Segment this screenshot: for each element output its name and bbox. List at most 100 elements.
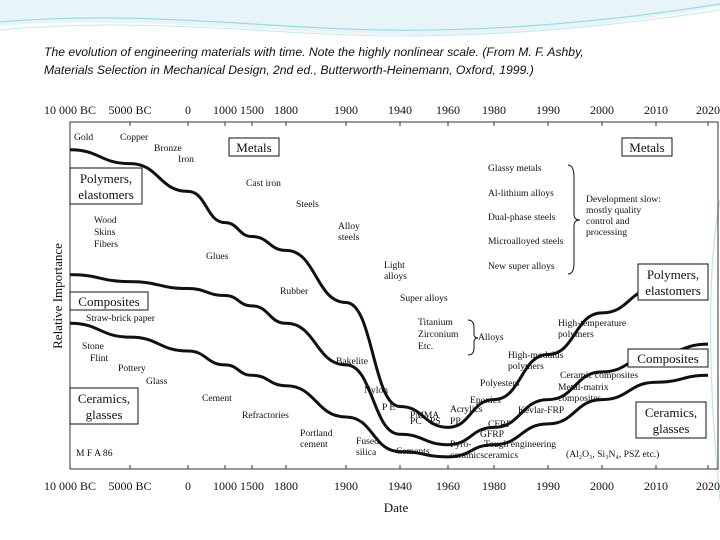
top-tick-label: 1990 bbox=[536, 103, 560, 117]
top-tick-label: 1960 bbox=[436, 103, 460, 117]
bottom-tick-labels: 10 000 BC 5000 BC 0 1000 1500 1800 1900 1940 196… bbox=[44, 465, 720, 493]
annotation-label: Light alloys bbox=[384, 260, 407, 282]
annotation-label: Gold bbox=[74, 132, 93, 143]
top-tick-label: 1900 bbox=[334, 103, 358, 117]
region-box-ceramics-left: Ceramics, glasses bbox=[69, 387, 139, 425]
top-tick-label: 2000 bbox=[590, 103, 614, 117]
annotation-label: Tough engineering ceramics bbox=[484, 439, 556, 461]
curve-polymers bbox=[69, 273, 709, 447]
annotation-label: Bakelite bbox=[336, 356, 368, 367]
bottom-tick-label: 1900 bbox=[334, 479, 358, 493]
region-box-polymers-left: Polymers, elastomers bbox=[69, 167, 143, 205]
bottom-tick-label: 2010 bbox=[644, 479, 668, 493]
annotation-label: Microalloyed steels bbox=[488, 236, 564, 247]
annotation-label: Cast iron bbox=[246, 178, 281, 189]
bottom-tick-label: 5000 BC bbox=[108, 479, 151, 493]
annotation-label: Pottery bbox=[118, 363, 146, 374]
annotation-label: Iron bbox=[178, 154, 194, 165]
bottom-tick-label: 2000 bbox=[590, 479, 614, 493]
top-tick-label: 5000 BC bbox=[108, 103, 151, 117]
annotation-label: Kevlar-FRP bbox=[518, 405, 564, 416]
svg-text:Composites: Composites bbox=[78, 294, 139, 309]
annotation-label: Pyro-ceramics bbox=[450, 439, 484, 461]
annotation-label: High-modulus polymers bbox=[508, 350, 564, 372]
annotation-label: Titanium bbox=[418, 317, 453, 328]
annotation-label: Copper bbox=[120, 132, 149, 143]
svg-text:Polymers,: Polymers, bbox=[647, 267, 699, 282]
annotation-label: Cement bbox=[202, 393, 232, 404]
top-tick-label: 1500 bbox=[240, 103, 264, 117]
region-box-metals-right: Metals bbox=[621, 137, 673, 157]
annotation-label: Al-lithium alloys bbox=[488, 188, 554, 199]
bottom-tick-label: 2020 bbox=[696, 479, 720, 493]
y-axis-label: Relative Importance bbox=[50, 243, 65, 349]
top-tick-label: 1000 bbox=[213, 103, 237, 117]
bottom-tick-label: 1960 bbox=[436, 479, 460, 493]
annotation-label: Nylon bbox=[364, 385, 388, 396]
top-tick-label: 2020 bbox=[696, 103, 720, 117]
decorative-edge bbox=[709, 200, 720, 500]
annotation-label: Super alloys bbox=[400, 293, 448, 304]
top-tick-label: 1800 bbox=[274, 103, 298, 117]
annotation-label: Cements bbox=[396, 446, 430, 457]
curve-composites bbox=[69, 321, 709, 459]
top-tick-label: 2010 bbox=[644, 103, 668, 117]
annotation-label: High-temperature polymers bbox=[558, 318, 626, 340]
annotation-label: Flint bbox=[90, 353, 108, 364]
annotation-label: New super alloys bbox=[488, 261, 555, 272]
annotation-label: Metal-matrix composites bbox=[558, 382, 609, 404]
bottom-tick-label: 1990 bbox=[536, 479, 560, 493]
curves bbox=[69, 148, 709, 459]
annotation-label: Bronze bbox=[154, 143, 182, 154]
annotation-label: Acrylics bbox=[450, 404, 483, 415]
svg-text:glasses: glasses bbox=[86, 407, 123, 422]
region-box-polymers-right: Polymers, elastomers bbox=[637, 263, 709, 301]
bottom-tick-label: 1500 bbox=[240, 479, 264, 493]
annotation-label: Refractories bbox=[242, 410, 289, 421]
annotation-label: Skins bbox=[94, 227, 116, 238]
bottom-tick-label: 1980 bbox=[482, 479, 506, 493]
annotation-label: Development slow: mostly quality control a… bbox=[586, 194, 661, 238]
annotation-label: (Al₂O₃, Si₃N₄, PSZ etc.) bbox=[566, 449, 659, 460]
annotation-label: Wood bbox=[94, 215, 117, 226]
annotation-label: P E bbox=[382, 402, 395, 413]
svg-text:elastomers: elastomers bbox=[645, 283, 701, 298]
annotation-label: GFRP bbox=[480, 429, 504, 440]
top-tick-label: 1940 bbox=[388, 103, 412, 117]
caption-line-2: Materials Selection in Mechanical Design… bbox=[44, 63, 534, 77]
annotation-label: Straw-brick paper bbox=[86, 313, 156, 324]
region-box-composites-right: Composites bbox=[627, 348, 709, 368]
annotation-label: CFRP bbox=[488, 419, 511, 430]
curve-metals bbox=[69, 148, 709, 429]
region-box-metals-left: Metals bbox=[228, 137, 280, 157]
annotation-label: Steels bbox=[296, 199, 319, 210]
bottom-tick-label: 1000 bbox=[213, 479, 237, 493]
region-box-ceramics-right: Ceramics, glasses bbox=[635, 401, 707, 439]
bottom-tick-label: 1940 bbox=[388, 479, 412, 493]
svg-text:Composites: Composites bbox=[637, 351, 698, 366]
plot-frame bbox=[69, 121, 719, 470]
top-tick-label: 0 bbox=[185, 103, 191, 117]
polymers-left-line2: elastomers bbox=[78, 187, 134, 202]
svg-text:Metals: Metals bbox=[236, 140, 271, 155]
materials-evolution-chart: 10 000 BC 5000 BC 0 1000 1500 1800 1900 1940 196… bbox=[44, 103, 720, 515]
polymers-left-line1: Polymers, bbox=[80, 171, 132, 186]
annotation-label: Glassy metals bbox=[488, 163, 542, 174]
annotation-label: Zirconium bbox=[418, 329, 459, 340]
svg-text:Ceramics,: Ceramics, bbox=[78, 391, 130, 406]
development-bracket bbox=[567, 164, 581, 275]
annotation-label: PC bbox=[410, 416, 422, 427]
caption-line-1: The evolution of engineering materials w… bbox=[44, 45, 584, 59]
annotation-label: Etc. bbox=[418, 341, 433, 352]
top-tick-label: 10 000 BC bbox=[44, 103, 96, 117]
x-axis-label: Date bbox=[384, 500, 409, 515]
annotation-label: Glass bbox=[146, 376, 168, 387]
bottom-tick-label: 0 bbox=[185, 479, 191, 493]
svg-text:Metals: Metals bbox=[629, 140, 664, 155]
bottom-tick-label: 10 000 BC bbox=[44, 479, 96, 493]
top-tick-labels: 10 000 BC 5000 BC 0 1000 1500 1800 1900 1940 196… bbox=[44, 103, 720, 126]
figure-caption: The evolution of engineering materials w… bbox=[44, 43, 694, 79]
annotation-label: Alloy steels bbox=[338, 221, 360, 243]
svg-text:glasses: glasses bbox=[653, 421, 690, 436]
